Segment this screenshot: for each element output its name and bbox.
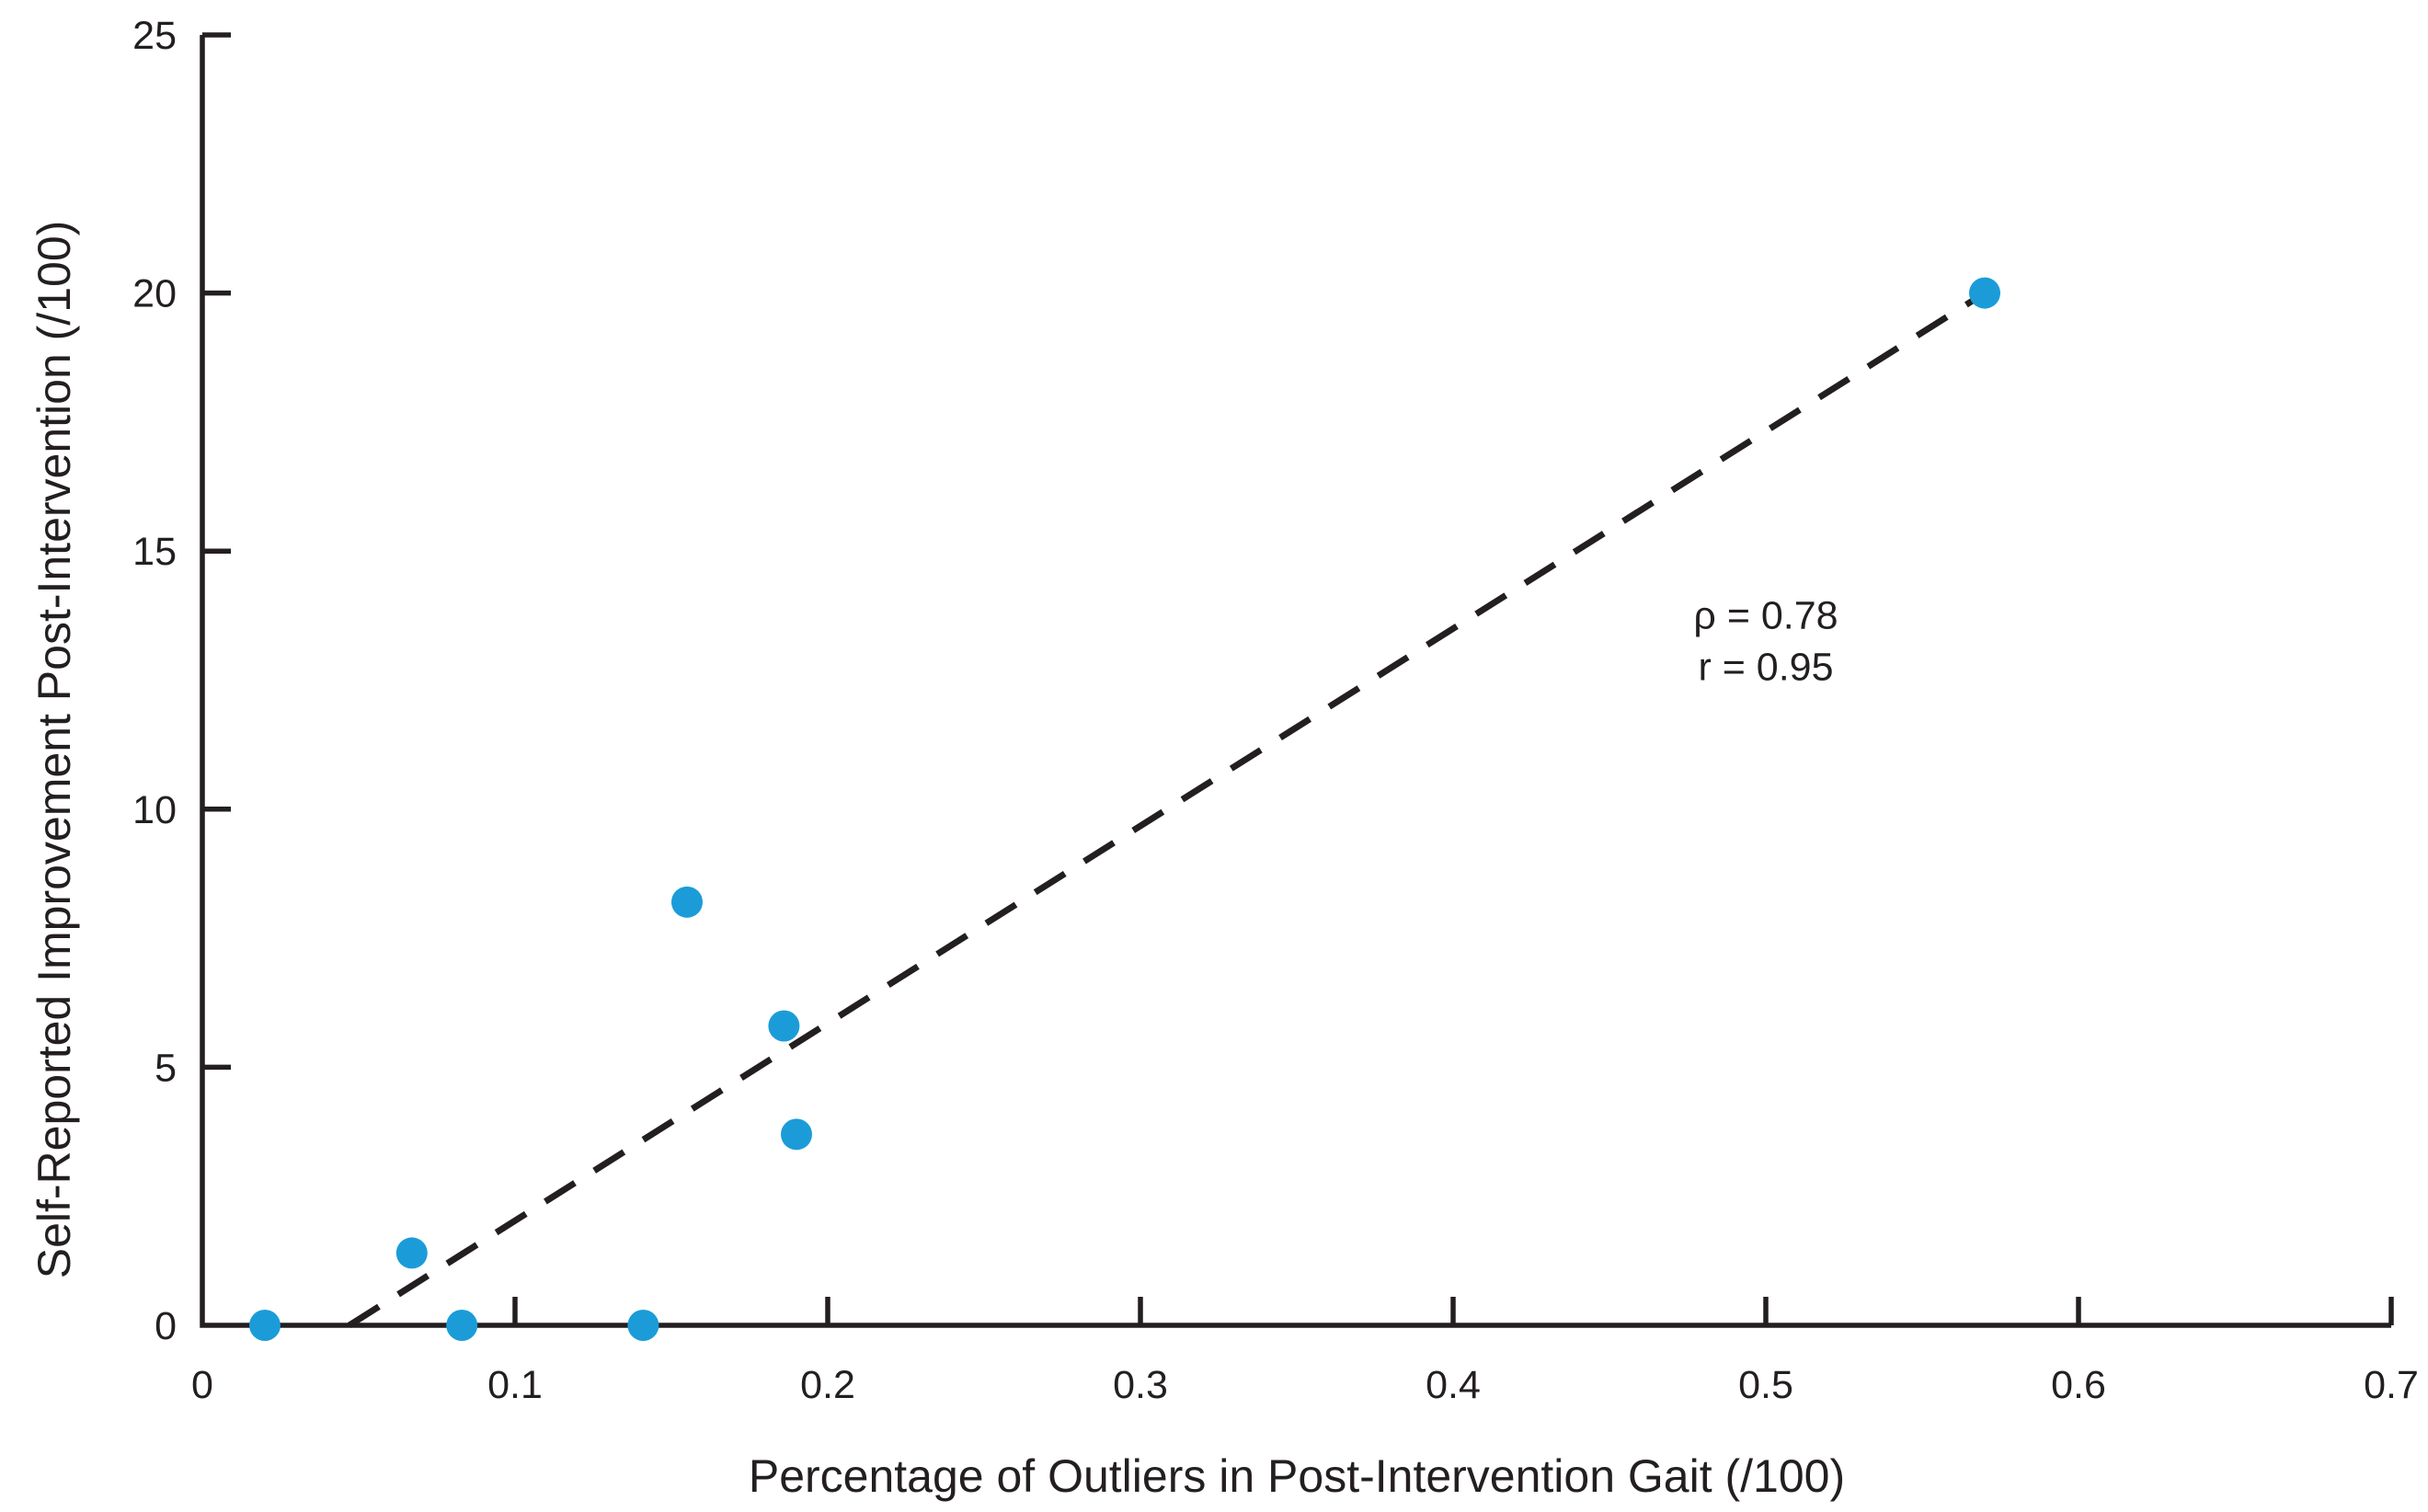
data-point xyxy=(395,1237,428,1269)
x-tick-label: 0 xyxy=(191,1363,213,1407)
x-tick-label: 0.1 xyxy=(487,1363,543,1407)
data-point xyxy=(671,886,703,918)
y-tick-label: 0 xyxy=(155,1304,177,1348)
plot-area xyxy=(249,277,2000,1341)
axes: 0 0.1 0.2 0.3 0.4 0.5 0.6 0.7 0 5 10 15 20 25 xyxy=(132,14,2419,1407)
data-point xyxy=(627,1310,659,1341)
x-tick-label: 0.7 xyxy=(2364,1363,2419,1407)
annotation-rho: ρ = 0.78 xyxy=(1693,593,1838,637)
data-point xyxy=(1969,277,2000,309)
y-axis-title: Self-Reported Improvement Post-Intervent… xyxy=(29,221,80,1279)
y-tick-label: 20 xyxy=(132,272,177,316)
y-tick-label: 5 xyxy=(155,1046,177,1090)
y-tick-label: 10 xyxy=(132,788,177,832)
x-axis-title: Percentage of Outliers in Post-Intervent… xyxy=(749,1450,1845,1502)
x-tick-label: 0.3 xyxy=(1113,1363,1168,1407)
correlation-annotation: ρ = 0.78 r = 0.95 xyxy=(1693,593,1838,689)
data-point xyxy=(249,1310,281,1341)
x-tick-label: 0.5 xyxy=(1738,1363,1793,1407)
y-tick-label: 25 xyxy=(132,14,177,58)
x-tick-label: 0.4 xyxy=(1426,1363,1481,1407)
data-point xyxy=(768,1010,800,1042)
x-tick-label: 0.2 xyxy=(800,1363,855,1407)
x-tick-label: 0.6 xyxy=(2051,1363,2106,1407)
y-tick-label: 15 xyxy=(132,530,177,574)
axis-spines xyxy=(200,35,2391,1328)
data-point xyxy=(446,1310,478,1341)
trend-line xyxy=(347,290,1987,1328)
annotation-r: r = 0.95 xyxy=(1698,646,1833,690)
data-point xyxy=(781,1118,812,1151)
